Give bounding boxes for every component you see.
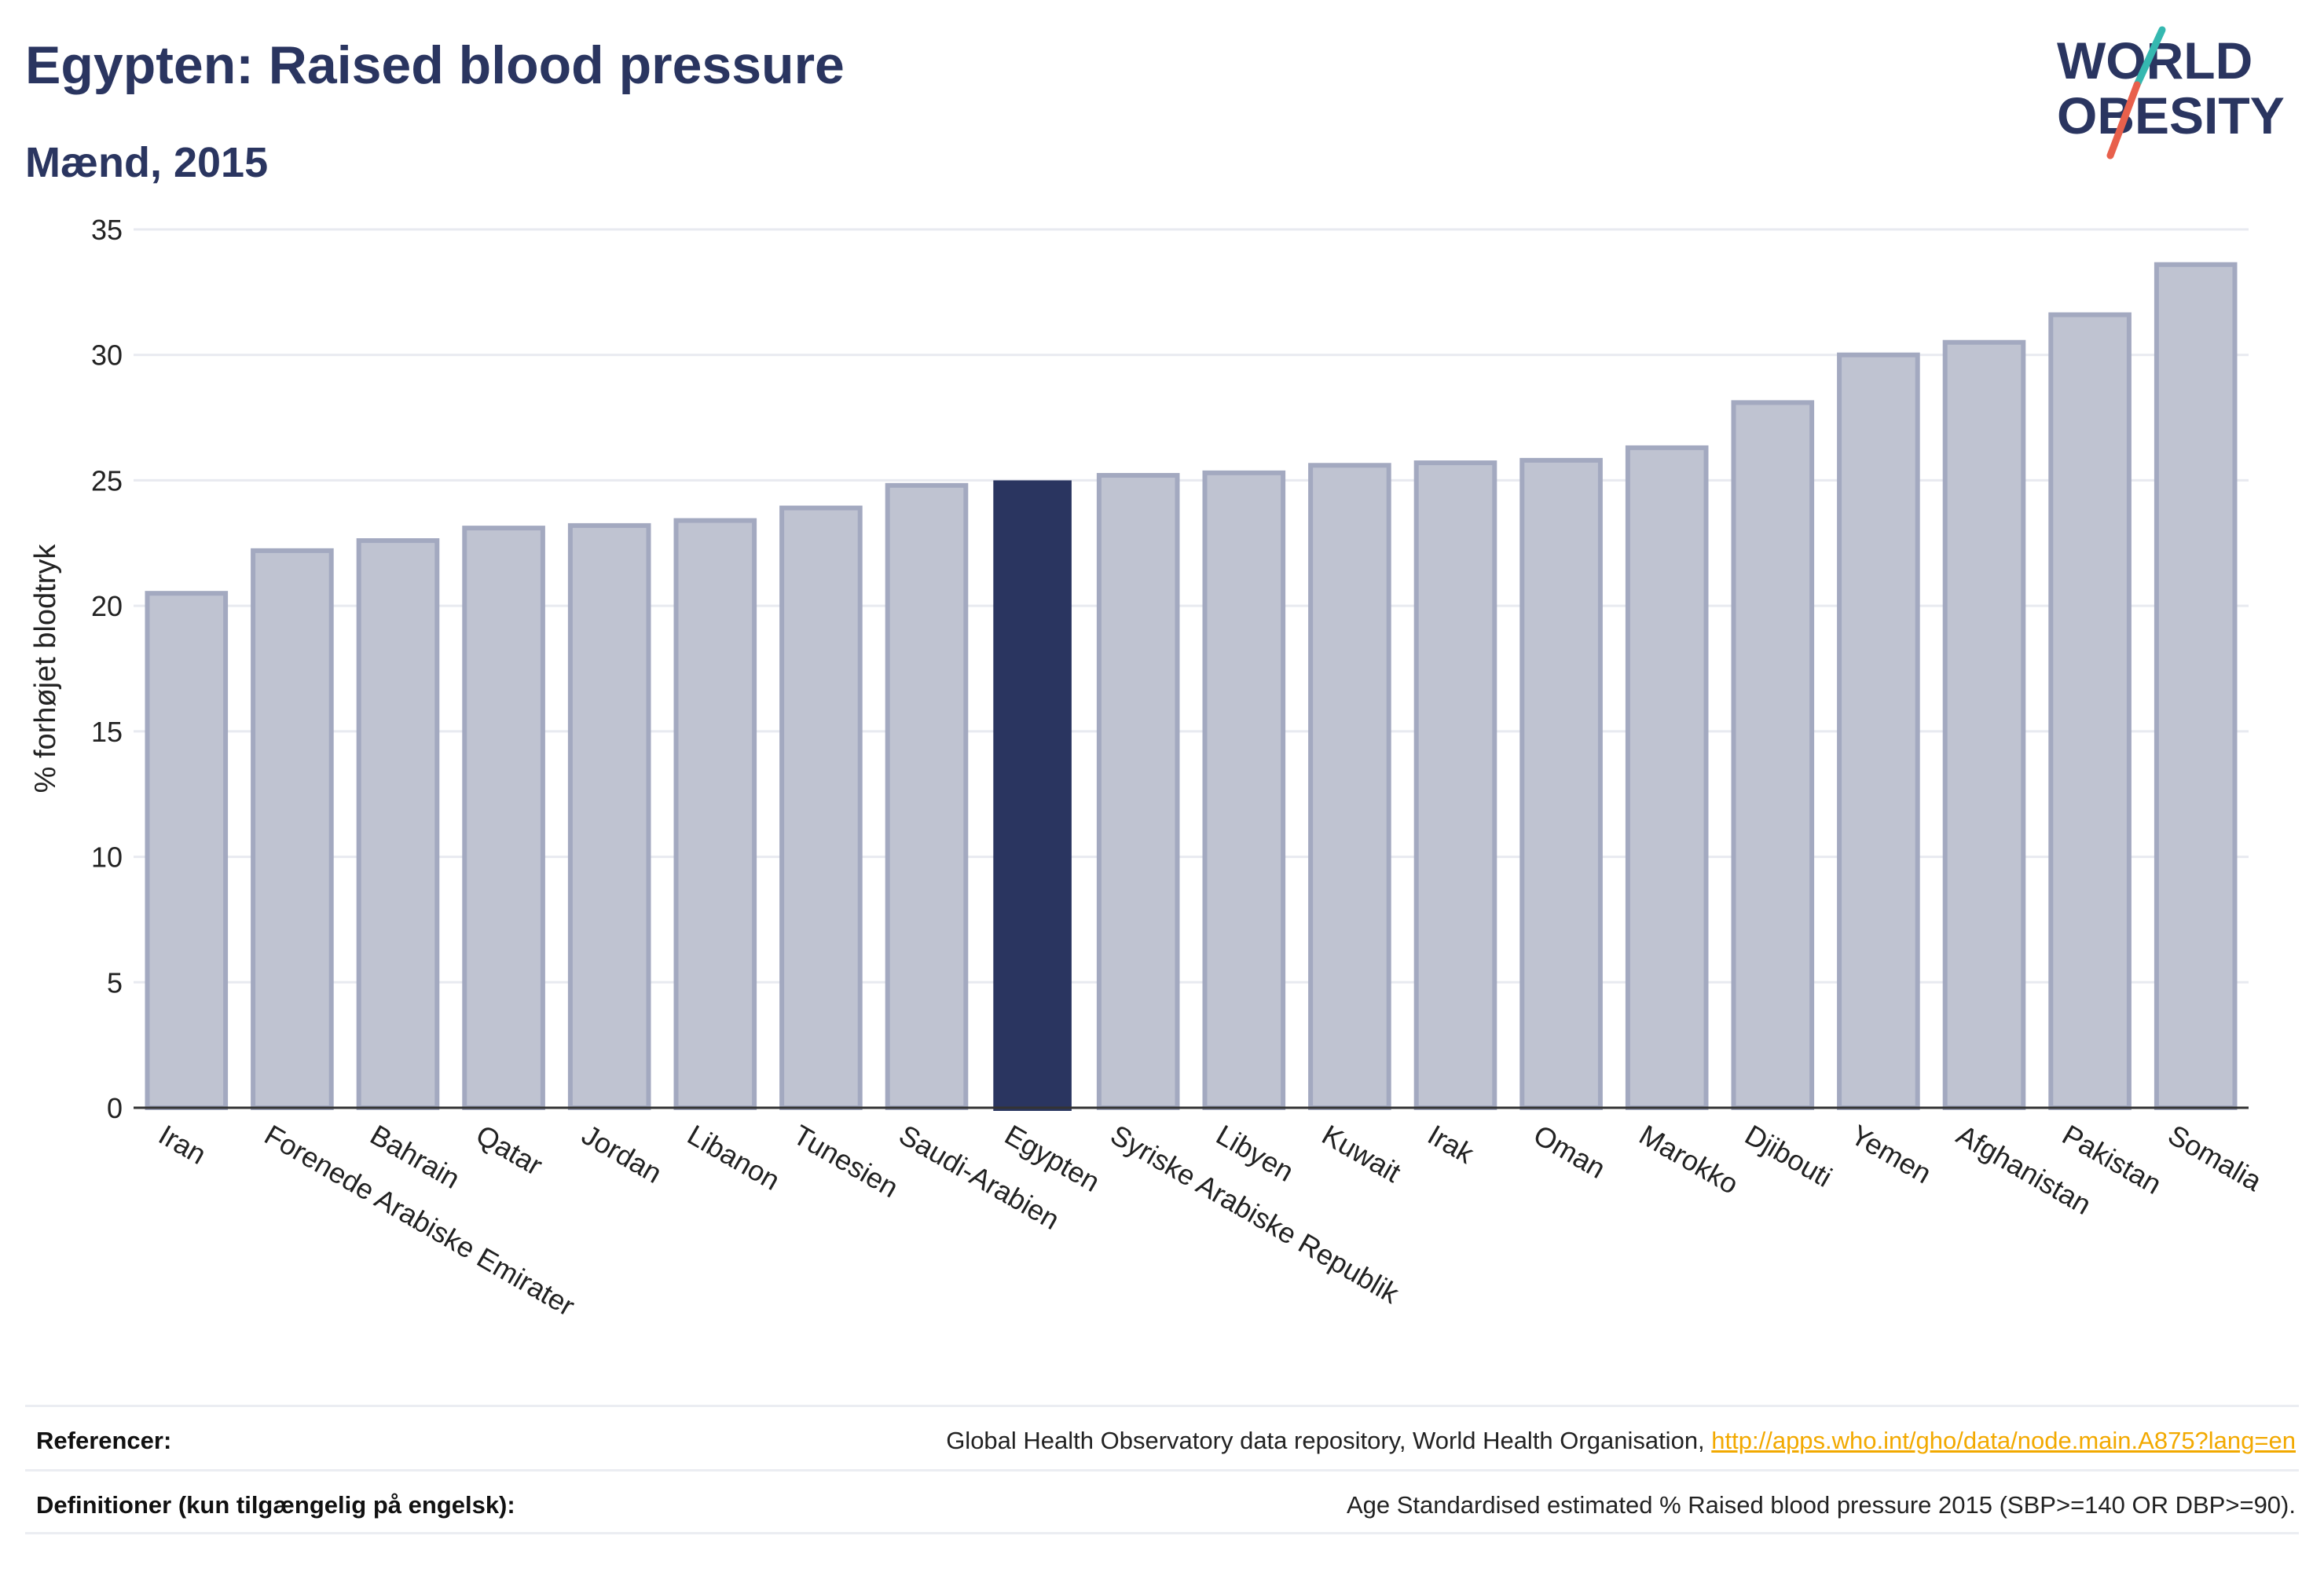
definitions-text: Age Standardised estimated % Raised bloo… [1346,1491,2296,1519]
chart-title: Egypten: Raised blood pressure [25,35,845,95]
x-tick-label: Iran [153,1118,211,1171]
bar-egypten [993,480,1072,1111]
y-tick-label: 10 [91,841,123,874]
chart-subtitle: Mænd, 2015 [25,139,269,186]
bar-qatar [462,526,545,1110]
bar-libyen [1202,470,1286,1110]
bar-tunesien [779,505,863,1110]
y-tick-label: 25 [91,464,123,497]
x-tick-label: Oman [1528,1118,1611,1185]
y-axis-label: % forhøjet blodtryk [29,544,62,793]
references-source: Global Health Observatory data repositor… [946,1427,1712,1454]
y-tick-label: 5 [107,966,123,999]
x-tick-label: Qatar [471,1118,548,1182]
world-obesity-logo: WORLD OBESITY [2057,26,2285,159]
definitions-label: Definitioner (kun tilgængelig på engelsk… [36,1491,515,1519]
x-tick-label: Kuwait [1317,1118,1406,1189]
footer-divider-middle [25,1469,2299,1472]
bar-kuwait [1308,463,1391,1110]
bar-saudi-arabien [885,482,969,1110]
bar-somalia [2154,262,2238,1111]
y-axis-ticks: 0 5 10 15 20 25 30 35 [91,214,123,1124]
references-link[interactable]: http://apps.who.int/gho/data/node.main.A… [1711,1427,2296,1454]
x-tick-label: Tunesien [788,1118,904,1204]
footer-divider-bottom [25,1532,2299,1534]
logo-line2: OBESITY [2057,86,2285,145]
x-tick-label: Libanon [682,1118,785,1197]
y-tick-label: 35 [91,214,123,246]
bar-oman [1519,457,1603,1110]
bar-iran [145,591,229,1110]
bar-marokko [1625,445,1709,1110]
footer-divider-top [25,1405,2299,1407]
grid-lines [134,228,2249,984]
bar-djibouti [1731,400,1815,1110]
bar-bahrain [356,538,440,1110]
bar-pakistan [2048,312,2132,1110]
y-tick-label: 15 [91,716,123,748]
bar-forenede-arabiske-emirater [251,548,334,1110]
bars [145,262,2238,1111]
y-tick-label: 0 [107,1092,123,1124]
bar-syriske-arabiske-republik [1096,473,1180,1110]
references-label: Referencer: [36,1427,172,1454]
x-tick-label: Marokko [1634,1118,1744,1200]
bar-afghanistan [1942,339,2026,1110]
logo-slash-teal [2133,26,2166,89]
x-tick-label: Irak [1423,1118,1480,1170]
bar-libanon [673,518,757,1110]
bar-irak [1413,460,1497,1110]
bar-chart: 0 5 10 15 20 25 30 35 Iran Forenede Arabiske Emi… [29,214,2268,1322]
bar-jordan [567,522,651,1110]
logo-slash-coral [2106,81,2141,159]
y-tick-label: 20 [91,590,123,622]
bar-yemen [1837,352,1920,1110]
x-tick-label: Djibouti [1739,1118,1837,1193]
references-text: Global Health Observatory data repositor… [946,1427,2296,1455]
y-tick-label: 30 [91,339,123,372]
x-tick-label: Yemen [1846,1118,1937,1189]
x-tick-label: Jordan [577,1118,668,1189]
x-tick-label: Somalia [2163,1118,2268,1197]
